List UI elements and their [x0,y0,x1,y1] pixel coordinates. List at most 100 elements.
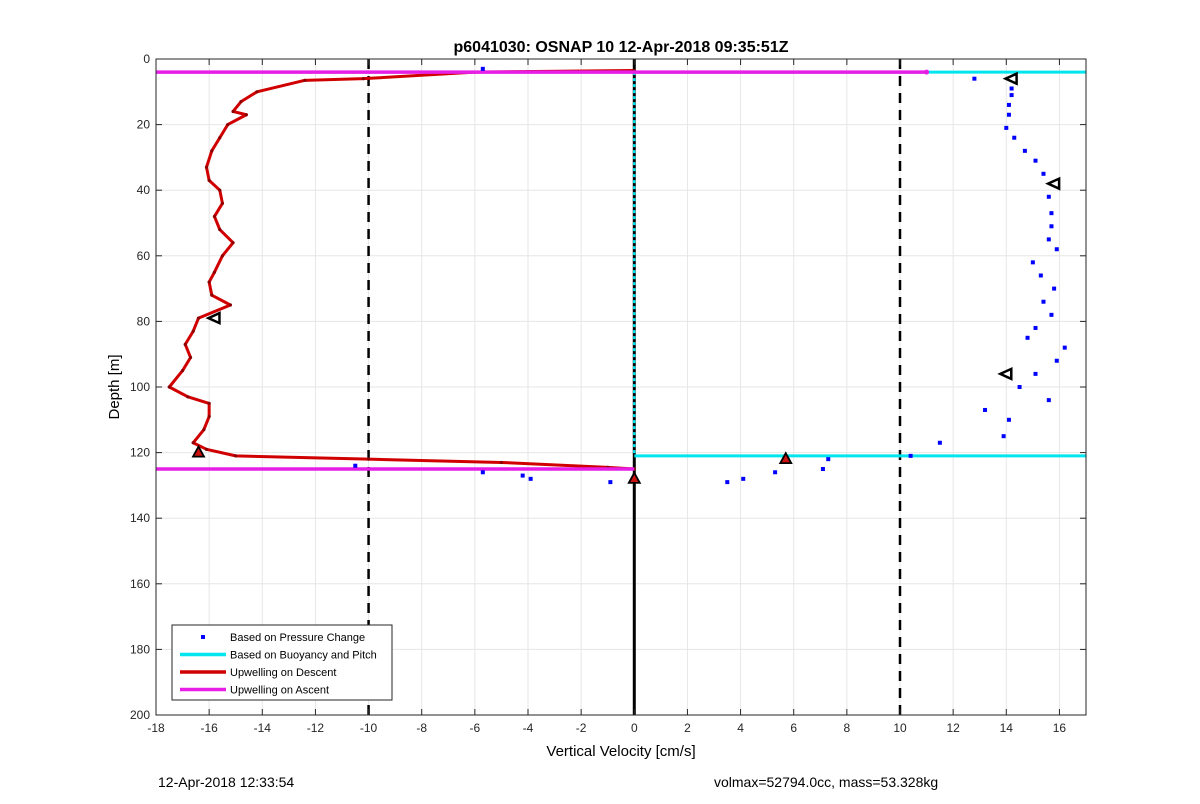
descent-point [218,188,222,192]
pressure-point [1041,299,1046,304]
plot-area [156,66,1086,485]
descent-point [180,369,185,373]
pressure-point [1006,417,1011,422]
legend-label: Based on Pressure Change [230,632,365,644]
descent-point [207,178,211,182]
descent-point [207,280,211,284]
x-tick-label: 2 [684,721,691,735]
y-tick-label: 200 [130,708,150,722]
descent-point [207,414,211,419]
pressure-point [1030,260,1035,265]
x-tick-label: 16 [1053,721,1067,735]
y-tick-label: 160 [130,577,150,591]
turn-marker [205,311,221,326]
pressure-point [1022,148,1027,153]
volmax-mass-footer: volmax=52794.0cc, mass=53.328kg [714,774,939,790]
descent-point [196,316,201,320]
descent-point [204,165,209,169]
descent-point [255,90,259,94]
pressure-point [1046,398,1051,403]
pressure-point [1006,102,1011,107]
x-axis-label: Vertical Velocity [cm/s] [546,743,695,760]
legend-label: Upwelling on Ascent [230,685,329,697]
legend-box [171,624,393,701]
pressure-point [1049,224,1054,229]
descent-point [361,77,365,81]
pressure-point [1004,125,1009,130]
y-axis-label: Depth [m] [106,354,123,419]
descent-point [499,460,504,465]
pressure-point [353,463,358,468]
descent-point [234,454,238,458]
pressure-point [1033,371,1038,376]
pressure-point [725,480,730,485]
pressure-point [1006,112,1011,117]
descent-point [218,136,222,140]
y-tick-label: 140 [130,511,150,525]
y-tick-label: 40 [137,183,151,197]
descent-point [218,227,222,232]
apogee-marker [627,470,642,484]
descent-point [244,113,248,117]
pressure-point [480,66,485,71]
x-tick-label: 4 [737,721,744,735]
pressure-point [972,76,977,81]
pressure-point [1038,273,1043,278]
pressure-point [1062,345,1067,350]
x-tick-label: 14 [1000,721,1014,735]
pressure-point [1041,171,1046,176]
descent-point [191,441,195,445]
pressure-point [820,467,825,471]
pressure-point [1009,93,1014,98]
pressure-point [1052,286,1057,291]
ascent-point [924,69,930,75]
legend-label: Based on Buoyancy and Pitch [230,650,377,662]
x-tick-label: -2 [576,721,587,735]
x-tick-label: -8 [416,721,427,735]
pressure-point [528,476,533,481]
x-tick-label: -14 [254,721,272,735]
x-tick-label: -12 [307,721,325,735]
x-tick-label: -16 [200,721,218,735]
pressure-point [1049,312,1054,317]
x-tick-label: 0 [631,721,638,735]
legend-label: Upwelling on Descent [230,667,336,679]
descent-point [204,447,209,451]
legend: Based on Pressure Change Based on Buoyanc… [171,624,393,701]
apogee-marker [191,444,206,458]
descent-point [228,303,232,307]
x-tick-label: 8 [844,721,851,735]
pressure-point [1025,335,1030,340]
y-tick-label: 180 [130,642,150,656]
pressure-point [1033,158,1038,163]
descent-point [167,385,171,389]
chart-title: p6041030: OSNAP 10 12-Apr-2018 09:35:51Z [454,39,789,56]
event-markers [191,71,1061,484]
descent-point [210,293,214,297]
pressure-point [1001,434,1006,439]
pressure-point [1033,325,1038,330]
pressure-point [520,473,525,478]
descent-point [183,342,187,346]
pressure-point [741,476,746,481]
pressure-point [937,440,942,445]
pressure-point [480,470,485,475]
descent-point [220,254,225,258]
x-tick-label: 12 [946,721,960,735]
pressure-point [1009,86,1014,91]
x-tick-label: -6 [470,721,481,735]
descent-point [220,201,225,205]
descent-point [210,149,214,153]
x-tick-label: 6 [790,721,797,735]
turn-marker [1002,71,1018,86]
pressure-point [908,453,913,458]
descent-point [303,78,307,82]
pressure-point [1046,237,1051,242]
descent-point [239,100,243,104]
y-tick-label: 100 [130,380,150,394]
y-tick-label: 80 [137,314,151,328]
y-tick-label: 60 [137,249,151,263]
y-tick-label: 0 [143,52,150,66]
legend-swatch [201,635,205,639]
